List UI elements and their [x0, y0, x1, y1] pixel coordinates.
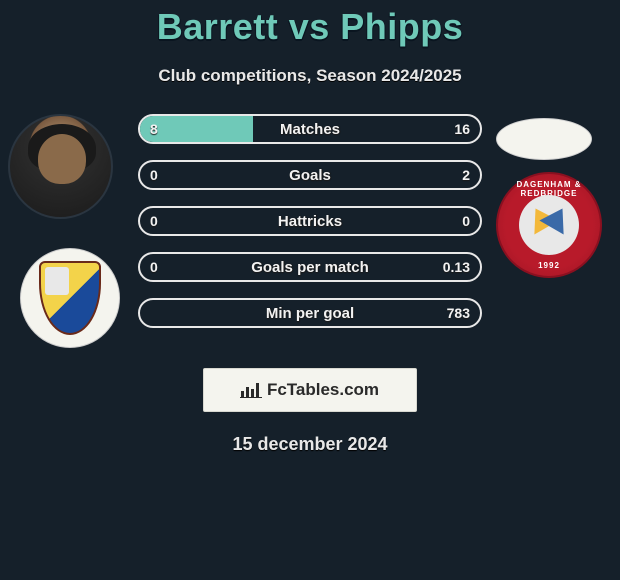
- page-subtitle: Club competitions, Season 2024/2025: [0, 66, 620, 86]
- page-title: Barrett vs Phipps: [0, 0, 620, 48]
- stat-label: Hattricks: [140, 208, 480, 234]
- barchart-icon: [241, 383, 261, 397]
- stat-right-value: 0: [462, 208, 470, 234]
- stat-label: Goals: [140, 162, 480, 188]
- club1-crest: [20, 248, 120, 348]
- stat-label: Min per goal: [140, 300, 480, 326]
- club2-ring-bottom-text: 1992: [498, 261, 600, 270]
- stat-right-value: 16: [454, 116, 470, 142]
- brand-box: FcTables.com: [203, 368, 417, 412]
- player2-photo-placeholder: [496, 118, 592, 160]
- stat-label: Goals per match: [140, 254, 480, 280]
- comparison-row: DAGENHAM & REDBRIDGE 1992 8 Matches 16 0…: [0, 114, 620, 364]
- stat-right-value: 0.13: [443, 254, 470, 280]
- stat-row-goals-per-match: 0 Goals per match 0.13: [138, 252, 482, 282]
- stat-right-value: 2: [462, 162, 470, 188]
- brand-text: FcTables.com: [267, 380, 379, 400]
- stat-row-goals: 0 Goals 2: [138, 160, 482, 190]
- stat-bars: 8 Matches 16 0 Goals 2 0 Hattricks 0 0 G…: [138, 114, 482, 344]
- club2-hammers-icon: [519, 195, 579, 255]
- stat-right-value: 783: [447, 300, 470, 326]
- stat-row-hattricks: 0 Hattricks 0: [138, 206, 482, 236]
- player1-photo: [8, 114, 113, 219]
- footer-date: 15 december 2024: [0, 434, 620, 455]
- stat-row-min-per-goal: Min per goal 783: [138, 298, 482, 328]
- club2-crest: DAGENHAM & REDBRIDGE 1992: [496, 172, 602, 278]
- stat-row-matches: 8 Matches 16: [138, 114, 482, 144]
- club1-shield-icon: [39, 261, 101, 335]
- stat-label: Matches: [140, 116, 480, 142]
